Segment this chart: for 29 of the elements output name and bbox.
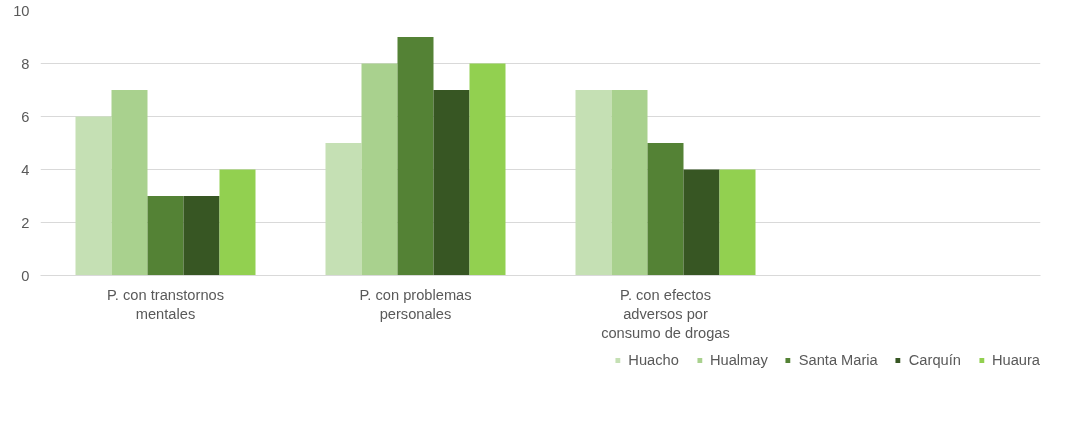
bar [111, 90, 148, 276]
bar [219, 169, 256, 276]
x-tick-label: P. con transtornos mentales [106, 286, 225, 322]
bar [683, 169, 720, 276]
bar [147, 196, 184, 276]
legend-label: Santa Maria [798, 352, 878, 368]
y-tick-label: 8 [21, 55, 30, 72]
y-tick-label: 6 [21, 108, 30, 125]
legend-label: Hualmay [709, 352, 768, 368]
bar [325, 143, 362, 276]
y-tick-label: 10 [13, 2, 30, 19]
bar [719, 169, 756, 276]
bar [183, 196, 220, 276]
bar [433, 90, 470, 276]
x-tick-label: P. con efectos adversos por consumo de drogas [601, 286, 730, 341]
bar [469, 63, 506, 276]
x-tick-label: P. con problemas personales [359, 286, 472, 322]
bar [397, 37, 434, 276]
y-tick-label: 0 [21, 267, 30, 284]
legend-label: Carquín [908, 352, 961, 368]
y-tick-label: 2 [21, 214, 30, 231]
bar [575, 90, 612, 276]
bar [75, 116, 112, 276]
bar [647, 143, 684, 276]
bar [361, 63, 398, 276]
legend-label: Huacho [628, 352, 679, 368]
bar [611, 90, 648, 276]
y-tick-label: 4 [21, 161, 30, 178]
legend-label: Huaura [991, 352, 1040, 368]
